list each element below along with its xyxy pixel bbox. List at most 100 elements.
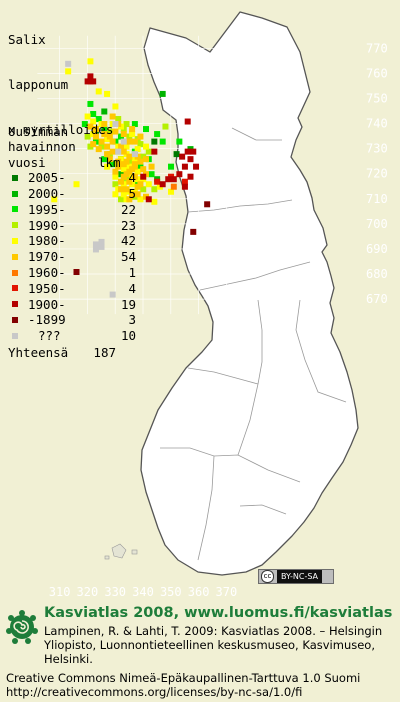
observation-square <box>123 143 130 150</box>
observation-square <box>145 181 152 188</box>
legend-count: 22 <box>120 201 136 217</box>
observation-square <box>137 133 144 140</box>
observation-square <box>143 143 149 150</box>
legend-count: 42 <box>120 233 136 249</box>
observation-square <box>120 161 127 168</box>
observation-square <box>145 196 152 203</box>
legend-count: 4 <box>128 280 136 296</box>
observation-squares <box>51 58 211 298</box>
license-badge[interactable]: cc BY-NC-SA <box>258 569 334 584</box>
legend-title-line: Uusimman <box>8 124 69 139</box>
observation-square <box>115 158 122 165</box>
footer-license: Creative Commons Nimeä-Epäkaupallinen-Ta… <box>6 671 360 699</box>
legend-title-line: vuosi <box>8 154 46 170</box>
observation-square <box>104 151 111 158</box>
province-borders <box>160 127 347 561</box>
observation-square <box>131 161 138 168</box>
grid-y-labels: 770 760 750 740 730 720 710 700 690 680 670 <box>366 41 388 306</box>
observation-square <box>109 161 116 168</box>
observation-square <box>95 146 102 153</box>
observation-square <box>129 166 136 173</box>
observation-square <box>184 118 191 125</box>
observation-square <box>168 163 175 170</box>
observation-square <box>112 191 119 198</box>
observation-square <box>120 191 127 198</box>
observation-square <box>65 60 72 67</box>
observation-square <box>104 143 111 150</box>
legend-row: 1970- 54 <box>8 249 136 265</box>
observation-square <box>168 188 175 195</box>
legend-count: 54 <box>120 249 136 265</box>
legend-row: -1899 3 <box>8 312 136 328</box>
observation-square <box>112 181 119 188</box>
observation-square <box>137 196 144 203</box>
license-url[interactable]: http://creativecommons.org/licenses/by-n… <box>6 685 303 699</box>
observation-square <box>120 131 127 138</box>
grid-y-label: 750 <box>366 91 388 105</box>
legend-count: 5 <box>128 185 136 201</box>
observation-square <box>87 73 94 80</box>
legend-title-line: havainnon <box>8 139 76 155</box>
observation-square <box>101 131 108 138</box>
observation-square <box>98 238 105 245</box>
observation-square <box>120 148 127 155</box>
legend-year-label: 1980- <box>28 233 66 249</box>
observation-square <box>143 126 149 133</box>
finland-outline <box>140 11 359 576</box>
spiral-leaf-logo-icon <box>6 610 38 644</box>
legend-swatch <box>12 174 18 181</box>
observation-square <box>90 78 97 85</box>
observation-square <box>90 118 97 125</box>
legend-rows: 2005- 4 2000- 5 1995- 22 1990- 23 1980- 42 1970- 54… <box>8 170 136 344</box>
footer-citation: Lampinen, R. & Lahti, T. 2009: Kasviatla… <box>44 624 383 666</box>
legend-row: 1990- 23 <box>8 217 136 233</box>
observation-square <box>104 90 111 97</box>
grid-y-label: 760 <box>366 66 388 80</box>
observation-square <box>187 156 194 163</box>
observation-square <box>112 121 119 128</box>
legend-year-label: 2000- <box>28 185 66 201</box>
observation-square <box>104 163 111 170</box>
grid-y-label: 740 <box>366 117 388 131</box>
grid-x-label: 370 <box>216 585 238 599</box>
observation-square <box>190 148 197 155</box>
legend-count: 10 <box>120 328 136 344</box>
observation-square <box>106 133 113 140</box>
legend-row: 2005- 4 <box>8 170 136 186</box>
observation-square <box>73 181 80 188</box>
observation-square <box>112 128 119 135</box>
license-badge-text: BY-NC-SA <box>277 570 323 583</box>
grid-y-label: 730 <box>366 142 388 156</box>
observation-square <box>126 153 133 160</box>
observation-square <box>204 201 211 208</box>
observation-square <box>120 173 127 180</box>
observation-square <box>51 196 58 203</box>
observation-square <box>145 148 152 155</box>
observation-square <box>98 138 105 145</box>
observation-square <box>131 138 138 145</box>
legend-row: ??? 10 <box>8 328 136 344</box>
observation-square <box>193 163 200 170</box>
observation-square <box>84 113 91 120</box>
observation-square <box>123 186 130 193</box>
observation-square <box>170 183 177 190</box>
observation-square <box>140 173 147 180</box>
observation-square <box>81 121 88 128</box>
legend-swatch <box>12 190 18 197</box>
observation-square <box>112 103 119 110</box>
observation-square <box>117 143 124 150</box>
cc-icon: cc <box>261 570 274 583</box>
legend-year-label: -1899 <box>28 312 66 328</box>
finland-mainland-shape <box>140 11 359 576</box>
footer-title[interactable]: Kasviatlas 2008, www.luomus.fi/kasviatla… <box>44 605 393 621</box>
observation-square <box>92 133 99 140</box>
grid-x-label: 340 <box>132 585 154 599</box>
grid-x-label: 350 <box>160 585 182 599</box>
observation-square <box>148 163 155 170</box>
observation-square <box>115 163 122 170</box>
observation-square <box>143 156 149 163</box>
legend-swatch <box>12 301 18 308</box>
legend-year-label: 1900- <box>28 296 66 312</box>
grid-y-label: 710 <box>366 192 388 206</box>
observation-square <box>84 78 91 85</box>
